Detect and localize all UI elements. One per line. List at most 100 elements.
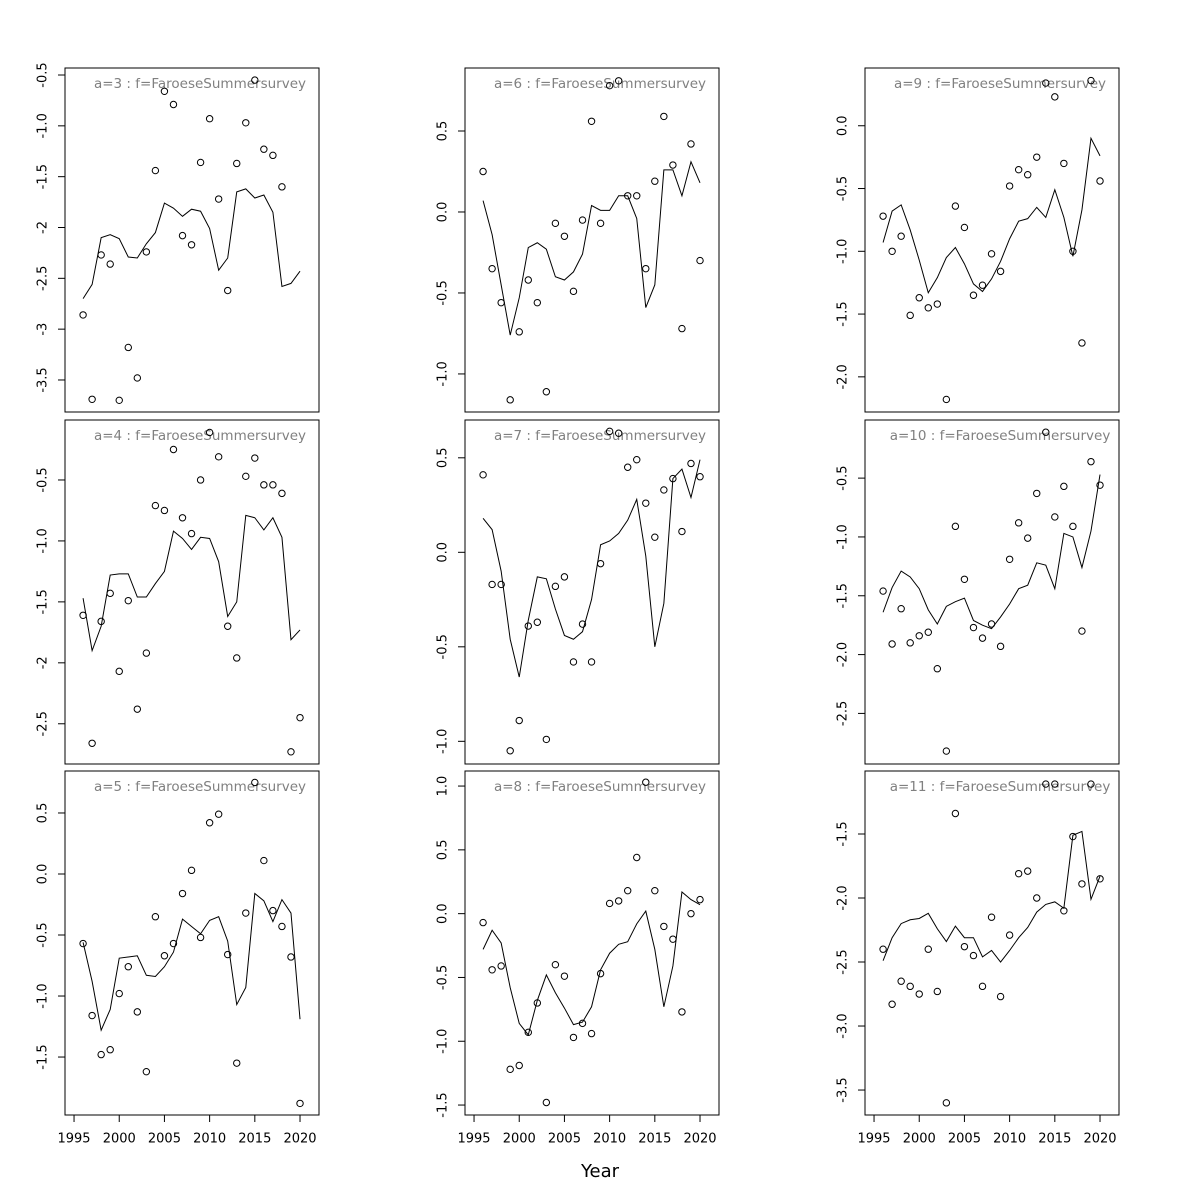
data-point	[178, 514, 187, 522]
data-point	[1014, 519, 1023, 527]
panel: a=9 : f=FaroeseSummersurvey -2.0 -1.5 -1.0 -…	[836, 67, 1120, 413]
data-point	[651, 177, 659, 185]
data-point	[214, 195, 223, 203]
data-point	[687, 459, 695, 468]
data-point	[696, 895, 704, 904]
data-point	[888, 247, 896, 255]
panel: a=5 : f=FaroeseSummersurvey -1.5 -1.0 -0.5 0…	[36, 770, 320, 1147]
y-tick-label: -1.5	[36, 589, 51, 614]
data-point	[79, 311, 87, 319]
y-tick-label: -2.5	[836, 701, 851, 726]
panel-title: a=8 : f=FaroeseSummersurvey	[494, 779, 706, 795]
data-point	[596, 219, 605, 228]
data-point	[479, 167, 487, 176]
data-point	[97, 251, 105, 259]
data-point	[233, 654, 241, 662]
data-point	[169, 445, 178, 454]
y-tick-label: -0.5	[836, 176, 851, 201]
y-tick-label: -3	[36, 323, 51, 336]
x-tick-label: 2020	[283, 1132, 316, 1147]
data-point	[269, 481, 277, 489]
data-point	[169, 100, 178, 109]
fitted-line	[482, 459, 701, 678]
y-tick-label: -1.5	[836, 301, 851, 326]
data-point	[278, 489, 286, 498]
plot-frame	[464, 67, 720, 413]
data-point	[614, 429, 623, 437]
plot-frame	[864, 419, 1120, 765]
data-point	[497, 962, 505, 970]
data-point	[879, 212, 887, 220]
data-point	[960, 575, 969, 583]
panel-title: a=11 : f=FaroeseSummersurvey	[890, 779, 1111, 795]
panel-title: a=3 : f=FaroeseSummersurvey	[94, 76, 306, 92]
panel: a=4 : f=FaroeseSummersurvey -2.5 -2 -1.5 -1.…	[36, 419, 320, 765]
data-point	[1051, 513, 1059, 521]
data-point	[88, 1011, 96, 1020]
data-point	[287, 748, 295, 756]
panel: a=8 : f=FaroeseSummersurvey -1.5 -1.0 -0.5 0…	[436, 770, 720, 1147]
panel-title: a=4 : f=FaroeseSummersurvey	[94, 428, 306, 444]
y-tick-label: 0.5	[36, 803, 51, 824]
data-point	[651, 886, 659, 895]
x-tick-label: 2000	[103, 1132, 136, 1147]
data-point	[106, 260, 114, 268]
data-point	[1096, 177, 1104, 185]
data-point	[942, 1099, 951, 1107]
data-point	[151, 501, 160, 510]
data-point	[124, 343, 132, 352]
y-tick-label: -0.5	[436, 634, 451, 659]
panel-title: a=10 : f=FaroeseSummersurvey	[890, 428, 1111, 444]
data-point	[1014, 869, 1023, 878]
data-point	[242, 909, 250, 917]
y-tick-label: 0.5	[436, 121, 451, 142]
y-tick-label: -0.5	[36, 922, 51, 947]
x-tick-label: 2000	[903, 1132, 936, 1147]
data-point	[915, 632, 923, 640]
data-point	[888, 1000, 896, 1008]
x-tick-label: 1995	[457, 1132, 490, 1147]
y-tick-label: -1.0	[36, 528, 51, 553]
data-point	[996, 642, 1005, 651]
data-point	[605, 427, 614, 436]
data-point	[233, 159, 241, 168]
y-tick-label: 0.0	[436, 903, 451, 924]
y-tick-label: -2	[36, 656, 51, 669]
data-point	[678, 527, 686, 536]
x-axis-label: Year	[580, 1161, 620, 1182]
data-point	[515, 716, 523, 725]
data-point	[178, 231, 187, 240]
data-point	[1069, 247, 1077, 255]
data-point	[488, 580, 496, 589]
data-point	[278, 922, 286, 931]
y-tick-label: -0.5	[36, 62, 51, 87]
y-tick-label: -1.0	[436, 729, 451, 754]
data-point	[133, 1008, 142, 1016]
data-point	[79, 939, 87, 948]
fitted-line	[82, 188, 301, 299]
data-point	[1005, 555, 1014, 563]
data-point	[151, 913, 160, 921]
y-tick-label: -1.0	[836, 239, 851, 264]
data-point	[560, 232, 569, 240]
data-point	[996, 992, 1005, 1001]
data-point	[1033, 894, 1041, 902]
data-point	[1078, 339, 1086, 347]
panel: a=10 : f=FaroeseSummersurvey -2.5 -2.0 -1.5…	[836, 419, 1120, 765]
x-tick-label: 2010	[993, 1132, 1026, 1147]
data-point	[1024, 867, 1032, 875]
data-point	[1042, 780, 1050, 788]
data-point	[205, 115, 214, 123]
x-tick-label: 2015	[238, 1132, 271, 1147]
data-point	[1096, 481, 1104, 489]
data-point	[569, 658, 578, 666]
y-tick-label: -2.0	[836, 364, 851, 389]
x-tick-label: 2020	[1083, 1132, 1116, 1147]
plot-frame	[64, 770, 320, 1116]
y-tick-label: 0.0	[436, 542, 451, 563]
y-tick-label: 0.0	[836, 115, 851, 136]
panel: a=11 : f=FaroeseSummersurvey -3.5 -3.0 -2.5…	[836, 770, 1120, 1147]
data-point	[106, 1046, 114, 1054]
data-point	[296, 1099, 304, 1108]
